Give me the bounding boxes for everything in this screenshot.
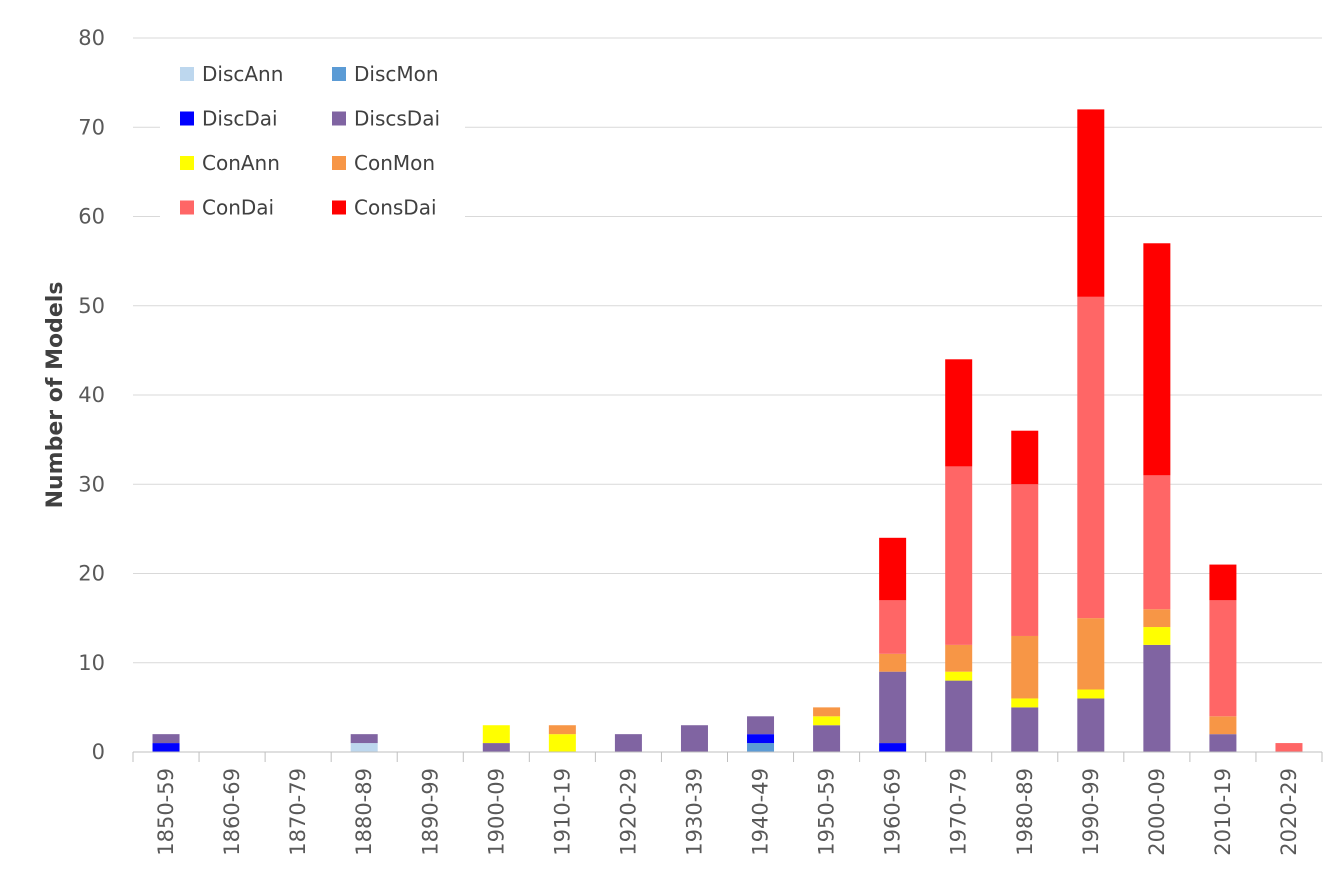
bar-segment-condai <box>1011 484 1039 636</box>
legend-label: ConAnn <box>202 151 280 175</box>
legend-swatch <box>180 156 194 170</box>
legend-swatch <box>332 156 346 170</box>
bar-segment-conann <box>548 734 576 752</box>
x-tick-label: 2010-19 <box>1211 768 1235 856</box>
legend: DiscAnn DiscMon DiscDai DiscsDai ConAnn ConMo… <box>160 52 465 232</box>
bar-segment-condai <box>1275 743 1303 752</box>
bars <box>152 109 1303 752</box>
bar-segment-condai <box>879 600 907 654</box>
bar-segment-conmon <box>1209 716 1237 735</box>
y-tick-label: 0 <box>92 740 105 764</box>
bar-segment-discdai <box>879 743 907 752</box>
gridlines <box>133 37 1322 664</box>
x-tick-label: 1910-19 <box>550 768 574 856</box>
bar-segment-discsdai <box>482 743 510 752</box>
legend-swatch <box>332 200 346 215</box>
x-tick-label: 1970-79 <box>947 768 971 856</box>
bar-segment-consdai <box>1077 109 1105 297</box>
bar-segment-conann <box>482 725 510 744</box>
bar-segment-discdai <box>152 743 180 752</box>
y-axis-label: Number of Models <box>43 282 68 509</box>
x-tick-label: 1950-59 <box>815 768 839 856</box>
bar-segment-consdai <box>1143 243 1171 476</box>
bar-segment-consdai <box>945 359 973 467</box>
x-tick-label: 1890-99 <box>418 768 442 856</box>
x-tick-label: 1940-49 <box>749 768 773 856</box>
bar-segment-conmon <box>945 644 973 672</box>
bar-segment-condai <box>1077 296 1105 619</box>
bar-segment-conann <box>1077 689 1105 699</box>
x-tick-label: 1930-39 <box>682 768 706 856</box>
bar-segment-consdai <box>1209 564 1237 601</box>
legend-swatch <box>180 111 194 126</box>
bar-segment-discsdai <box>879 671 907 744</box>
bar-segment-condai <box>945 466 973 645</box>
legend-swatch <box>332 67 346 81</box>
x-tick-label: 1870-79 <box>286 768 310 856</box>
bar-segment-discsdai <box>680 725 708 752</box>
bar-segment-discsdai <box>350 734 378 744</box>
legend-label: DiscDai <box>202 107 278 131</box>
x-tick-label: 1880-89 <box>352 768 376 856</box>
bar-segment-discmon <box>747 743 775 752</box>
y-axis-ticks: 0 10 20 30 40 50 60 70 80 <box>78 26 105 764</box>
bar-segment-conann <box>813 716 841 726</box>
bar-segment-conmon <box>1143 609 1171 628</box>
bar-segment-consdai <box>1011 430 1039 485</box>
bar-segment-conann <box>1011 698 1039 708</box>
bar-segment-discsdai <box>813 725 841 752</box>
y-tick-label: 80 <box>78 26 105 50</box>
bar-segment-discdai <box>747 734 775 744</box>
y-tick-label: 40 <box>78 383 105 407</box>
legend-label: DiscMon <box>354 62 439 86</box>
y-tick-label: 70 <box>78 115 105 139</box>
bar-segment-conann <box>1143 627 1171 645</box>
legend-swatch <box>332 111 346 126</box>
bar-segment-discsdai <box>747 716 775 735</box>
x-tick-label: 2020-29 <box>1277 768 1301 856</box>
bar-segment-conmon <box>1077 618 1105 690</box>
legend-label: ConsDai <box>354 196 437 220</box>
bar-segment-conmon <box>1011 635 1039 699</box>
bar-segment-discann <box>350 743 378 752</box>
bar-segment-discsdai <box>614 734 642 752</box>
bar-segment-condai <box>1209 600 1237 717</box>
x-tick-label: 2000-09 <box>1145 768 1169 856</box>
y-tick-label: 10 <box>78 651 105 675</box>
bar-segment-discsdai <box>1077 698 1105 752</box>
x-tick-label: 1980-89 <box>1013 768 1037 856</box>
x-tick-label: 1850-59 <box>154 768 178 856</box>
legend-label: DiscAnn <box>202 62 283 86</box>
bar-segment-consdai <box>879 537 907 601</box>
x-tick-label: 1920-29 <box>616 768 640 856</box>
bar-segment-conmon <box>548 725 576 735</box>
legend-swatch <box>180 67 194 81</box>
legend-swatch <box>180 200 194 215</box>
y-tick-label: 60 <box>78 205 105 229</box>
bar-segment-discsdai <box>152 734 180 744</box>
bar-segment-conmon <box>813 707 841 717</box>
bar-segment-conann <box>945 671 973 681</box>
bar-segment-discsdai <box>1143 644 1171 752</box>
bar-segment-condai <box>1143 475 1171 610</box>
x-tick-label: 1960-69 <box>881 768 905 856</box>
x-tick-label: 1990-99 <box>1079 768 1103 856</box>
bar-segment-conmon <box>879 653 907 672</box>
y-tick-label: 30 <box>78 472 105 496</box>
legend-label: DiscsDai <box>354 107 440 131</box>
x-axis-ticks: 1850-59 1860-69 1870-79 1880-89 1890-99 1900-… <box>132 752 1323 856</box>
x-tick-label: 1860-69 <box>220 768 244 856</box>
bar-segment-discsdai <box>1011 707 1039 752</box>
legend-label: ConMon <box>354 151 435 175</box>
x-tick-label: 1900-09 <box>484 768 508 856</box>
y-tick-label: 20 <box>78 562 105 586</box>
y-tick-label: 50 <box>78 294 105 318</box>
bar-segment-discsdai <box>945 680 973 752</box>
bar-segment-discsdai <box>1209 734 1237 752</box>
legend-label: ConDai <box>202 196 274 220</box>
legend-background <box>160 52 465 232</box>
